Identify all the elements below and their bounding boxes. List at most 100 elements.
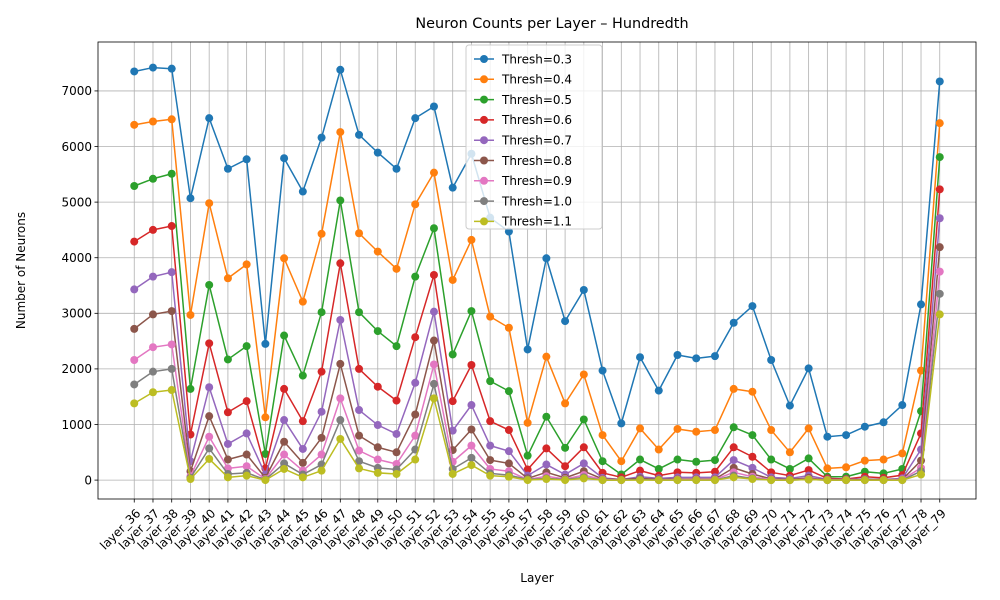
data-point [392,164,401,173]
data-point [710,456,719,465]
data-point [748,302,757,311]
y-axis-title: Number of Neurons [14,212,28,329]
data-point [542,444,551,453]
legend-entry: Thresh=0.5 [474,93,572,107]
data-point [429,336,438,345]
data-point [842,431,851,440]
data-point [205,114,214,123]
data-point [317,433,326,442]
legend-marker [480,55,488,63]
data-point [280,384,289,393]
data-point [130,120,139,129]
data-point [935,289,944,298]
data-point [561,399,570,408]
legend-marker [480,176,488,185]
data-point [336,434,345,443]
data-point [242,462,251,471]
data-point [486,312,495,321]
legend-frame [465,44,603,230]
data-point [148,117,157,126]
data-point [879,418,888,427]
data-point [542,352,551,361]
series-line [134,118,941,470]
legend: Thresh=0.3 Thresh=0.4 Thresh=0.5 Thresh=0.6… [465,44,603,230]
data-point [710,426,719,435]
data-point [223,355,232,364]
data-point [148,174,157,183]
data-point [429,307,438,316]
data-point [242,397,251,406]
data-point [917,300,926,309]
legend-entries: Thresh=0.3 Thresh=0.4 Thresh=0.5 Thresh=0.6… [474,52,572,229]
data-point [523,465,532,474]
data-point [729,318,738,327]
data-point [261,476,270,485]
data-point [767,476,776,485]
legend-marker [480,75,488,84]
data-point [467,361,476,370]
data-point [411,272,420,281]
y-tick-label: 6000 [61,140,92,154]
y-tick-label: 2000 [61,362,92,376]
data-point [186,384,195,393]
data-point [486,377,495,386]
data-point [373,443,382,452]
data-point [280,459,289,468]
data-point [411,455,420,464]
data-point [729,473,738,482]
data-point [598,476,607,485]
data-point [130,67,139,76]
data-point [636,455,645,464]
data-point [654,476,663,485]
data-point [561,443,570,452]
data-point [130,356,139,365]
y-axis-ticks: 0 1000 2000 3000 4000 5000 6000 7000 [61,84,98,487]
data-point [879,476,888,485]
data-point [598,431,607,440]
data-point [842,463,851,472]
data-point [223,455,232,464]
data-point [167,169,176,178]
data-point [429,379,438,388]
data-point [673,424,682,433]
data-point [523,476,532,485]
data-point [748,463,757,472]
data-point [654,464,663,473]
data-point [579,443,588,452]
data-point [205,339,214,348]
data-point [130,380,139,389]
data-point [130,324,139,333]
data-point [392,342,401,351]
data-point [898,476,907,485]
data-point [392,469,401,478]
data-point [785,401,794,410]
y-tick-label: 0 [84,473,92,487]
data-point [280,416,289,425]
data-point [748,431,757,440]
data-point [205,199,214,208]
data-point [242,471,251,480]
legend-label: Thresh=0.5 [501,93,572,107]
data-point [373,148,382,157]
data-point [280,331,289,340]
data-point [673,476,682,485]
data-point [804,364,813,373]
data-point [429,270,438,279]
legend-marker [480,115,488,124]
data-point [205,280,214,289]
data-point [692,354,701,363]
data-point [804,475,813,484]
data-point [355,446,364,455]
data-point [167,307,176,316]
data-point [280,450,289,459]
y-tick-label: 7000 [61,84,92,98]
legend-label: Thresh=0.3 [501,52,572,66]
data-point [636,424,645,433]
legend-marker [480,136,488,145]
data-point [298,371,307,380]
data-point [448,350,457,359]
y-tick-label: 1000 [61,418,92,432]
y-tick-label: 3000 [61,307,92,321]
data-point [636,353,645,362]
data-point [542,254,551,263]
